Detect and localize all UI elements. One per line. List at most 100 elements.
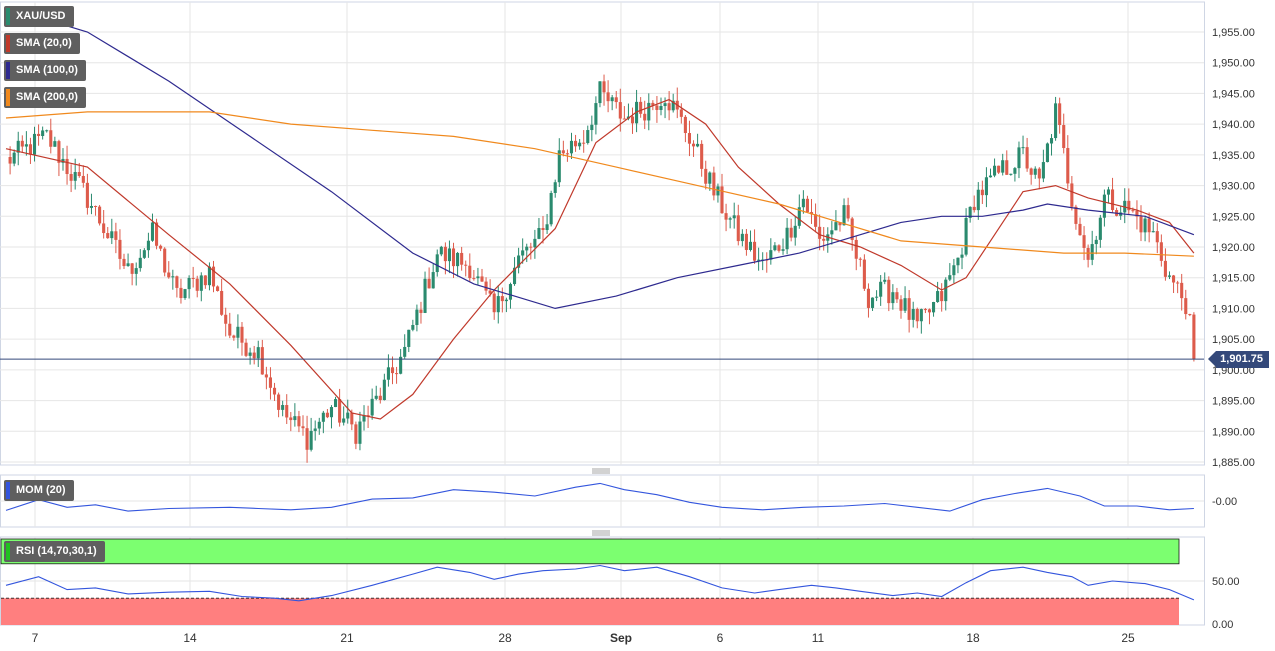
candle-body (643, 113, 647, 121)
candle-body (1139, 216, 1143, 233)
candle-body (93, 205, 98, 207)
candle-body (517, 255, 521, 268)
candle-body (915, 308, 919, 322)
candle-body (57, 141, 61, 163)
candle-body (793, 225, 797, 238)
candle-body (594, 103, 598, 125)
candle-body (1070, 183, 1074, 207)
candle-body (903, 298, 907, 311)
candle-body (574, 140, 578, 147)
candle-body (427, 278, 431, 289)
candle-body (700, 143, 704, 169)
candle-body (1098, 217, 1102, 240)
candle-body (1159, 242, 1163, 261)
candle-body (1127, 200, 1131, 211)
legend-sma20[interactable]: SMA (20,0) (4, 33, 80, 54)
legend-rsi[interactable]: RSI (14,70,30,1) (4, 541, 105, 562)
candle-body (415, 309, 419, 325)
candle-body (419, 309, 423, 313)
candle-body (167, 272, 171, 278)
candle-body (1147, 218, 1151, 233)
legend-sma100[interactable]: SMA (100,0) (4, 60, 86, 81)
candle-body (277, 394, 281, 410)
candle-body (630, 116, 635, 124)
candle-body (77, 172, 81, 176)
candle-body (122, 258, 126, 267)
candle-body (102, 223, 106, 234)
candle-body (818, 226, 822, 239)
candle-body (1025, 147, 1029, 169)
candle-body (1033, 168, 1037, 175)
candle-body (285, 405, 289, 418)
y-tick-label: 1,950.00 (1212, 58, 1255, 70)
candle-body (919, 309, 923, 322)
candle-body (1017, 147, 1021, 169)
legend-symbol[interactable]: XAU/USD (4, 6, 74, 27)
candle-body (1074, 206, 1078, 224)
y-tick-label: 1,885.00 (1212, 457, 1255, 469)
candle-body (252, 352, 256, 359)
candle-body (521, 250, 525, 256)
sma20-line (5, 98, 1195, 420)
candle-body (110, 231, 114, 239)
rsi-oversold-zone (1, 598, 1179, 625)
candle-body (476, 276, 480, 279)
candle-body (240, 326, 244, 343)
candle-body (309, 430, 313, 450)
candle-body (850, 218, 854, 240)
legend-sma200[interactable]: SMA (200,0) (4, 87, 86, 108)
candle-body (899, 299, 903, 311)
candle-body (895, 292, 899, 300)
candle-body (1184, 298, 1188, 315)
x-tick-label: 28 (498, 631, 512, 645)
candle-body (508, 284, 513, 300)
candle-body (944, 279, 948, 302)
candle-body (464, 264, 468, 266)
mom-swatch (6, 482, 10, 499)
candle-body (801, 198, 805, 208)
candle-body (696, 143, 700, 147)
rsi-y-tick-label: 0.00 (1212, 619, 1233, 631)
x-tick-label: 6 (717, 631, 724, 645)
candle-body (431, 272, 435, 289)
candle-body (1143, 218, 1147, 233)
candle-body (155, 222, 159, 246)
candle-body (988, 175, 993, 178)
candle-body (317, 421, 321, 429)
candle-body (879, 281, 883, 297)
candle-body (1041, 162, 1045, 179)
candle-body (980, 189, 984, 196)
candle-body (1021, 147, 1025, 149)
sma100-swatch (6, 62, 10, 79)
last-price-tag: 1,901.75 (1208, 351, 1269, 368)
candle-body (130, 263, 134, 274)
candle-body (1188, 314, 1192, 316)
candle-body (268, 377, 273, 388)
candle-body (716, 186, 720, 196)
candle-body (435, 254, 439, 273)
candle-body (407, 329, 411, 347)
x-tick-label: 18 (966, 631, 980, 645)
candle-body (1009, 173, 1013, 175)
candle-body (883, 279, 887, 282)
candle-body (134, 268, 138, 274)
candle-body (248, 352, 252, 356)
legend-mom[interactable]: MOM (20) (4, 480, 74, 501)
candle-body (41, 130, 45, 136)
candle-body (777, 245, 781, 251)
candle-body (175, 276, 179, 288)
candle-body (557, 150, 561, 183)
candle-body (927, 309, 932, 313)
candle-body (1106, 189, 1111, 195)
axes: 1,955.00 1,950.00 1,945.00 1,940.00 1,935.00… (32, 27, 1255, 645)
candle-body (20, 140, 24, 147)
candle-body (195, 278, 199, 291)
candle-body (358, 421, 362, 444)
candle-body (272, 387, 277, 395)
candle-body (224, 314, 228, 324)
candle-body (207, 266, 211, 286)
symbol-swatch (6, 8, 10, 25)
candle-body (622, 118, 626, 120)
candle-body (496, 296, 500, 313)
candle-body (948, 275, 952, 280)
